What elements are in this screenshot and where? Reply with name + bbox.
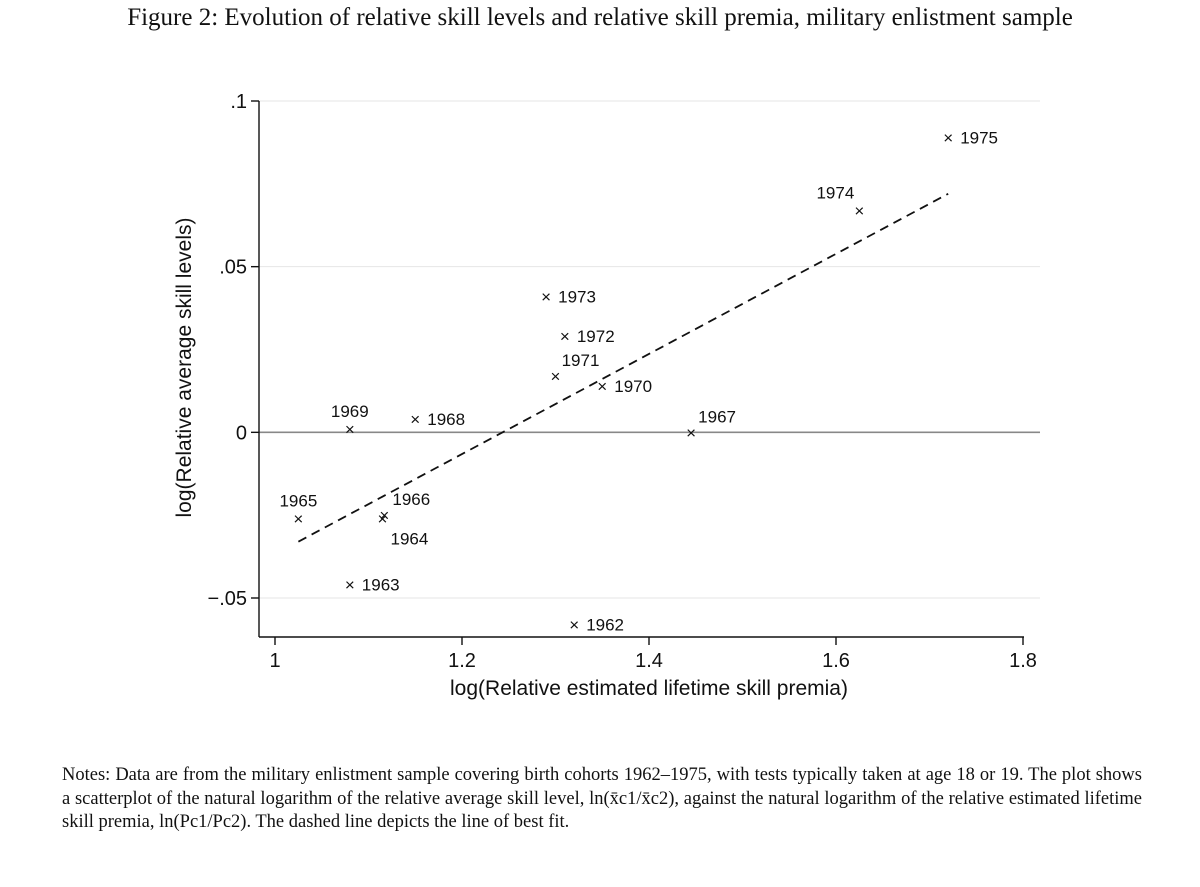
x-tick-label: 1.8 (1009, 650, 1037, 672)
y-tick-label: 0 (236, 422, 247, 444)
point-label: 1968 (427, 410, 465, 429)
point-marker: × (854, 201, 864, 220)
point-marker: × (541, 287, 551, 306)
point-marker: × (293, 509, 303, 528)
point-label: 1974 (816, 183, 854, 202)
fit-layer (297, 192, 949, 543)
point-marker: × (569, 616, 579, 635)
point-label: 1971 (562, 351, 600, 370)
point-label: 1965 (279, 491, 317, 510)
point-marker: × (686, 423, 696, 442)
y-axis-title: log(Relative average skill levels) (173, 218, 196, 518)
point-marker: × (410, 410, 420, 429)
x-tick-label: 1.4 (635, 650, 663, 672)
axes-layer: −.05 0 .05 .1 1 1.2 1.4 1.6 1.8 log(Relative esti… (173, 91, 1037, 700)
point-marker: × (345, 576, 355, 595)
point-label: 1967 (698, 407, 736, 426)
grid-layer (259, 100, 1040, 599)
y-tick-label: −.05 (208, 588, 247, 610)
point-marker: × (551, 367, 561, 386)
point-marker: × (560, 327, 570, 346)
point-label: 1963 (362, 576, 400, 595)
points-layer: × 1962× 1963×1964×1965×1966×1967× 1968×1969… (279, 128, 998, 634)
x-tick-label: 1.2 (448, 650, 476, 672)
point-label: 1964 (391, 529, 429, 548)
x-tick-label: 1 (269, 650, 280, 672)
figure-notes: Notes: Data are from the military enlist… (62, 765, 1142, 832)
point-marker: × (345, 420, 355, 439)
point-label: 1966 (392, 490, 430, 509)
y-tick-label: .1 (230, 91, 247, 113)
point-marker: × (597, 377, 607, 396)
point-label: 1972 (577, 327, 615, 346)
point-label: 1970 (614, 377, 652, 396)
point-marker: × (378, 509, 388, 528)
figure-title: Figure 2: Evolution of relative skill le… (127, 4, 1073, 31)
y-tick-label: .05 (219, 257, 247, 279)
point-marker: × (379, 506, 389, 525)
point-marker: × (943, 128, 953, 147)
x-axis-title: log(Relative estimated lifetime skill pr… (450, 677, 848, 700)
fit-line (297, 192, 949, 543)
point-label: 1969 (331, 402, 369, 421)
point-label: 1975 (960, 128, 998, 147)
x-tick-label: 1.6 (822, 650, 850, 672)
point-label: 1962 (586, 616, 624, 635)
point-label: 1973 (558, 287, 596, 306)
